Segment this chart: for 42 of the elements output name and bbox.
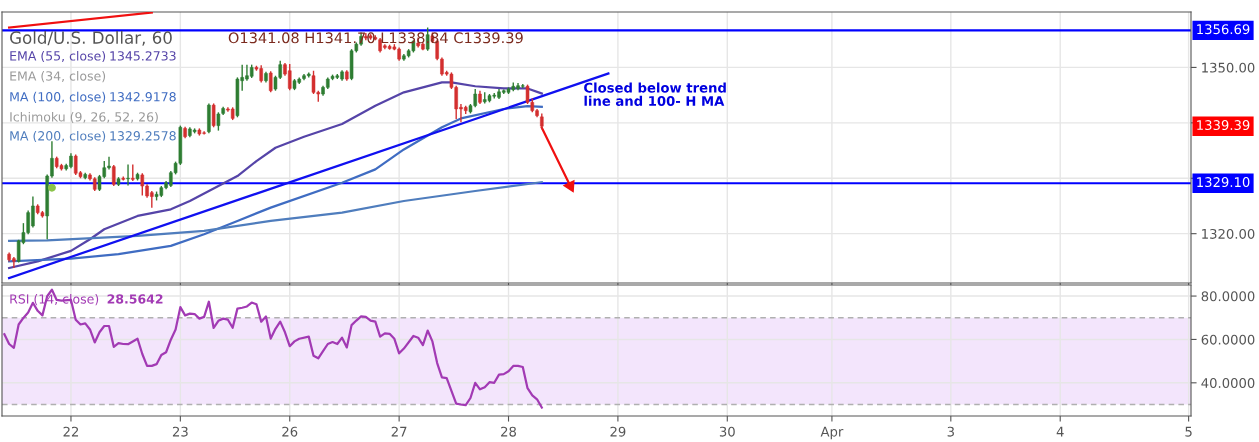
annotation: 1345.2733 (110, 51, 176, 61)
x-tick-label: Apr (820, 426, 844, 440)
text: MA (200, close) (10, 130, 106, 143)
text: Gold/U.S. Dollar, 60 (10, 31, 172, 46)
y-tick-label: 60.0000 (1201, 334, 1255, 345)
candlestick (140, 172, 145, 197)
annotation: 1342.9178 (110, 92, 176, 102)
annotation: Ichimoku (9, 26, 52, 26) (10, 111, 158, 124)
x-tick-label: 23 (172, 426, 188, 437)
text: MA (100, close) (10, 91, 106, 103)
text: 1339.39 (1197, 120, 1250, 131)
y-tick-label: 40.0000 (1201, 378, 1255, 389)
text: EMA (55, close) (10, 50, 106, 63)
line-series (3, 288, 543, 409)
candlestick (287, 63, 292, 91)
annotation: Closed below trend line and 100- H MA (584, 82, 726, 106)
line-series (8, 105, 543, 263)
annotation: EMA (34, close) (10, 70, 106, 83)
line-series (8, 181, 543, 242)
y-tick-label: 1350.00 (1202, 62, 1255, 73)
candlestick (112, 164, 116, 187)
candlestick (268, 70, 273, 94)
x-tick-label: 29 (610, 426, 626, 437)
candlestick (216, 111, 221, 132)
x-tick-label: 27 (391, 426, 407, 437)
annotation: 1329.2578 (110, 131, 176, 141)
x-tick-label: 30 (719, 426, 735, 437)
y-tick-label: 80.0000 (1201, 291, 1255, 302)
annotation: 28.5642 (107, 294, 163, 304)
x-tick-label: 5 (1185, 426, 1192, 437)
x-tick-label: 28 (501, 426, 517, 437)
x-tick-label: 26 (282, 426, 298, 437)
candlestick (211, 102, 216, 128)
line-series (8, 81, 543, 270)
candlestick (126, 163, 130, 187)
x-tick-label: 3 (947, 426, 954, 437)
x-tick-label: 4 (1056, 426, 1064, 437)
ref-line-label: 1329.10 (1197, 177, 1250, 188)
x-tick-label: 22 (63, 426, 79, 437)
ref-line-label: 1356.69 (1197, 24, 1250, 35)
y-tick-label: 1320.00 (1202, 228, 1255, 239)
candlestick (311, 70, 316, 95)
